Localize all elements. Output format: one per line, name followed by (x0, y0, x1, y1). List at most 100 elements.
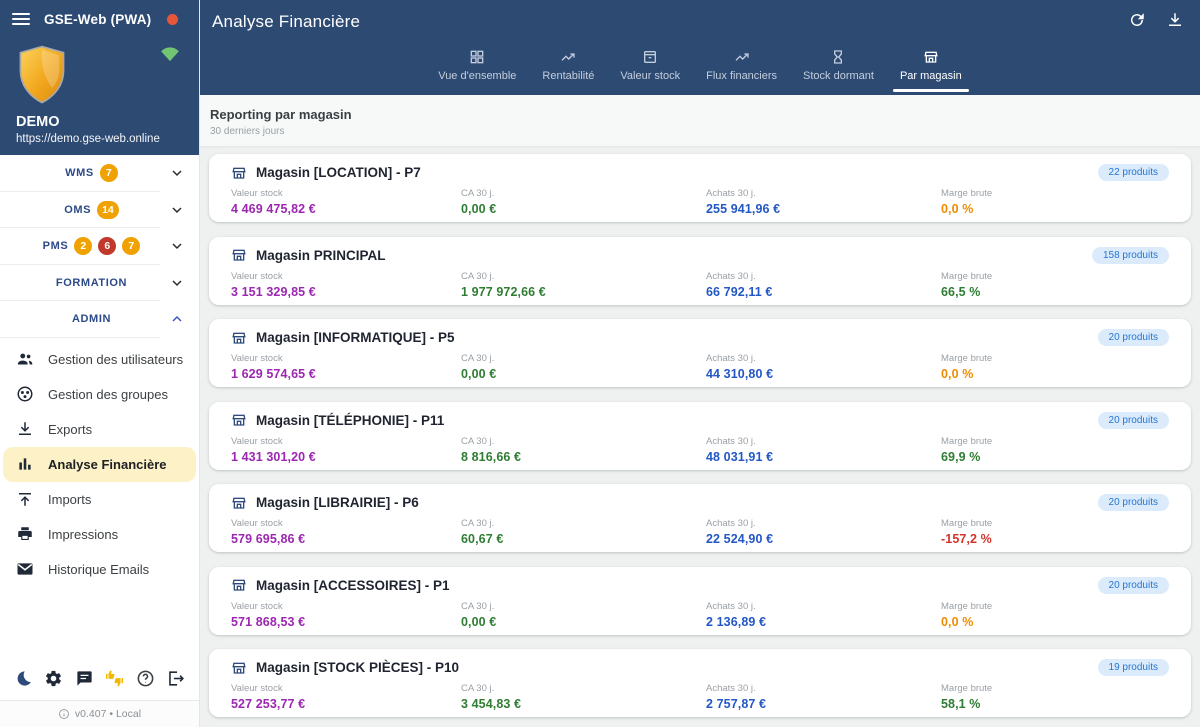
inventory-icon (644, 51, 657, 63)
sidebar-item-historique-emails[interactable]: Historique Emails (0, 552, 199, 587)
environment-name: DEMO (16, 114, 60, 130)
count-badge: 2 (74, 237, 93, 256)
metric-valeur-stock: Valeur stock 1 431 301,20 € (231, 435, 316, 464)
store-card[interactable]: Magasin [INFORMATIQUE] - P5 20 produits … (209, 319, 1191, 387)
sidebar-section-wms[interactable]: WMS 7 (0, 155, 199, 192)
metric-valeur-stock: Valeur stock 3 151 329,85 € (231, 270, 316, 299)
metric-achats-30j: Achats 30 j. 255 941,96 € (706, 188, 781, 216)
metric-achats-30j: Achats 30 j. 2 136,89 € (706, 600, 767, 629)
online-wifi-icon (159, 44, 181, 62)
storefront-icon (232, 249, 246, 261)
groups-icon (17, 386, 33, 402)
settings-gear-icon[interactable] (44, 669, 63, 688)
metric-marge-brute: Marge brute 0,0 % (941, 353, 993, 381)
sidebar-item-gestion-groupes[interactable]: Gestion des groupes (0, 377, 199, 412)
store-card[interactable]: Magasin [LOCATION] - P7 22 produits Vale… (209, 154, 1191, 222)
store-name: Magasin [LIBRAIRIE] - P6 (256, 495, 419, 510)
chevron-down-icon (172, 207, 182, 213)
metric-ca-30j: CA 30 j. 0,00 € (461, 353, 497, 381)
logout-icon[interactable] (166, 669, 185, 688)
storefront-icon (232, 497, 246, 509)
metric-achats-30j: Achats 30 j. 22 524,90 € (706, 518, 774, 546)
report-period: 30 derniers jours (210, 126, 285, 137)
metric-ca-30j: CA 30 j. 1 977 972,66 € (461, 270, 546, 299)
hamburger-menu-icon[interactable] (12, 13, 30, 25)
store-name: Magasin [ACCESSOIRES] - P1 (256, 577, 450, 593)
metric-achats-30j: Achats 30 j. 66 792,11 € (706, 270, 773, 299)
metric-ca-30j: CA 30 j. 0,00 € (461, 600, 497, 629)
section-label: OMS (64, 203, 92, 216)
sidebar-section-pms[interactable]: PMS 2 6 7 (0, 228, 199, 265)
metric-valeur-stock: Valeur stock 579 695,86 € (231, 518, 306, 546)
store-card[interactable]: Magasin [TÉLÉPHONIE] - P11 20 produits V… (209, 401, 1191, 470)
products-count-badge: 158 produits (1091, 246, 1169, 264)
bar-chart-icon (19, 458, 31, 470)
sidebar-item-impressions[interactable]: Impressions (0, 517, 199, 552)
store-name: Magasin PRINCIPAL (256, 247, 386, 263)
metric-ca-30j: CA 30 j. 3 454,83 € (461, 683, 522, 711)
download-icon[interactable] (1166, 11, 1184, 29)
environment-url: https://demo.gse-web.online (16, 133, 160, 145)
content-area: Reporting par magasin 30 derniers jours … (200, 95, 1200, 727)
section-label: ADMIN (71, 313, 112, 326)
sidebar-item-label: Imports (48, 491, 92, 507)
sidebar-menu: WMS 7 OMS 14 PMS 2 6 7 (0, 155, 199, 659)
email-icon (17, 563, 33, 575)
sidebar-section-formation[interactable]: FORMATION (0, 265, 199, 302)
tab-par-magasin[interactable]: Par magasin (887, 40, 975, 95)
store-name: Magasin [INFORMATIQUE] - P5 (256, 330, 455, 345)
count-badge: 7 (122, 237, 141, 256)
sidebar-toolbar (0, 659, 199, 700)
store-card[interactable]: Magasin [STOCK PIÈCES] - P10 19 produits… (209, 649, 1191, 717)
version-label: v0.407 • Local (74, 708, 142, 720)
sidebar: GSE-Web (PWA) (0, 0, 200, 727)
refresh-icon[interactable] (1128, 11, 1146, 29)
metric-valeur-stock: Valeur stock 571 868,53 € (231, 600, 306, 629)
alert-status-dot (167, 13, 179, 25)
main-area: Analyse Financière Vue d'ensemble Rentab… (200, 0, 1200, 727)
sidebar-item-label: Gestion des utilisateurs (48, 351, 184, 367)
chevron-down-icon (172, 170, 182, 177)
content-header: Reporting par magasin 30 derniers jours (200, 95, 1200, 146)
store-card[interactable]: Magasin PRINCIPAL 158 produits Valeur st… (209, 236, 1191, 305)
sidebar-item-label: Analyse Financière (48, 456, 167, 472)
printer-icon (18, 527, 32, 540)
chevron-up-icon (172, 316, 182, 322)
sidebar-item-imports[interactable]: Imports (0, 482, 199, 517)
tab-flux-financiers[interactable]: Flux financiers (693, 40, 790, 95)
feedback-chat-icon[interactable] (75, 669, 94, 688)
tab-stock-dormant[interactable]: Stock dormant (790, 40, 887, 95)
metric-valeur-stock: Valeur stock 527 253,77 € (231, 683, 306, 711)
thumbs-rating-icon[interactable] (105, 669, 124, 688)
sidebar-section-oms[interactable]: OMS 14 (0, 192, 199, 229)
products-count-badge: 20 produits (1097, 576, 1169, 594)
store-card[interactable]: Magasin [ACCESSOIRES] - P1 20 produits V… (209, 566, 1191, 635)
info-icon (58, 709, 69, 719)
metric-marge-brute: Marge brute 66,5 % (941, 270, 993, 299)
products-count-badge: 22 produits (1097, 164, 1169, 181)
sidebar-item-gestion-utilisateurs[interactable]: Gestion des utilisateurs (0, 342, 199, 377)
metric-achats-30j: Achats 30 j. 2 757,87 € (706, 683, 767, 711)
sidebar-item-analyse-financiere[interactable]: Analyse Financière (3, 446, 196, 482)
metric-ca-30j: CA 30 j. 60,67 € (461, 518, 504, 546)
tab-rentabilite[interactable]: Rentabilité (529, 40, 607, 95)
storefront-icon (924, 51, 938, 63)
tab-bar: Vue d'ensemble Rentabilité Valeur stock … (200, 40, 1200, 95)
users-icon (17, 353, 33, 365)
dark-mode-moon-icon[interactable] (14, 669, 33, 688)
tab-valeur-stock[interactable]: Valeur stock (607, 40, 693, 95)
shield-logo (14, 44, 70, 106)
sidebar-section-admin[interactable]: ADMIN (0, 301, 199, 338)
help-icon[interactable] (136, 669, 155, 688)
sidebar-item-exports[interactable]: Exports (0, 412, 199, 447)
tab-vue-densemble[interactable]: Vue d'ensemble (425, 40, 529, 95)
trending-up-icon (561, 53, 576, 61)
storefront-icon (232, 167, 246, 179)
app-title: GSE-Web (PWA) (44, 11, 152, 27)
trending-up-icon (735, 53, 749, 61)
store-card[interactable]: Magasin [LIBRAIRIE] - P6 20 produits Val… (209, 484, 1191, 552)
metric-marge-brute: Marge brute 0,0 % (941, 188, 993, 216)
store-name: Magasin [LOCATION] - P7 (256, 165, 421, 180)
store-name: Magasin [TÉLÉPHONIE] - P11 (256, 412, 445, 428)
chevron-down-icon (172, 243, 182, 250)
